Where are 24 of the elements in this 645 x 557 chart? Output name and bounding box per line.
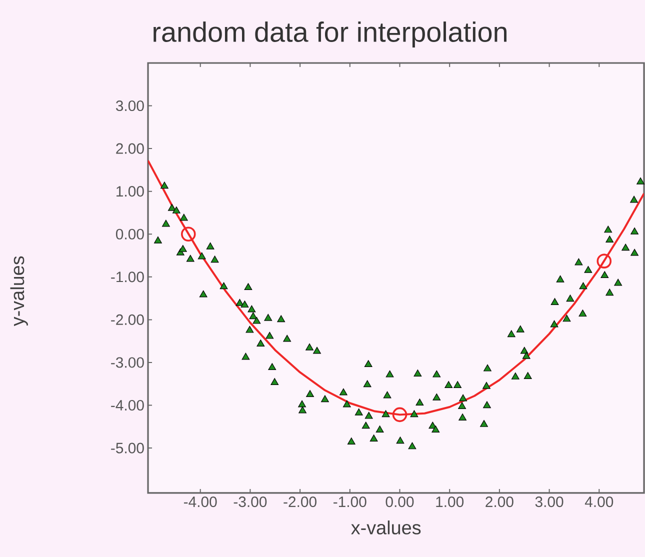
y-tick-label: 2.00: [116, 143, 144, 154]
y-tick-label: -3.00: [111, 357, 144, 368]
y-tick-label: -5.00: [111, 442, 144, 454]
point: [180, 226, 196, 242]
y-tick-label: -4.00: [111, 400, 144, 411]
y-tick-label: -2.00: [111, 314, 144, 325]
x-axis-title: x-values: [351, 520, 421, 534]
chart-title: random data for interpolation: [154, 22, 506, 48]
y-tick-label: 1.00: [116, 186, 144, 197]
x-tick-label: 3.00: [535, 496, 564, 508]
y-tick-label: 0.00: [116, 228, 144, 240]
x-tick-label: 0.00: [386, 496, 414, 508]
x-tick-label: -2.00: [284, 496, 316, 508]
x-tick-label: 2.00: [486, 496, 514, 508]
x-tick-label: -3.00: [234, 496, 267, 508]
y-tick-label: -1.00: [111, 272, 144, 282]
x-tick-label: 1.00: [436, 496, 464, 508]
point: [392, 407, 408, 422]
point: [596, 254, 612, 268]
x-tick-label: 4.00: [584, 496, 614, 508]
x-tick-label: -1.00: [334, 496, 366, 508]
x-tick-label: -4.00: [184, 496, 217, 508]
y-tick-label: 3.00: [116, 100, 144, 112]
y-axis-title: y-values: [10, 256, 28, 326]
